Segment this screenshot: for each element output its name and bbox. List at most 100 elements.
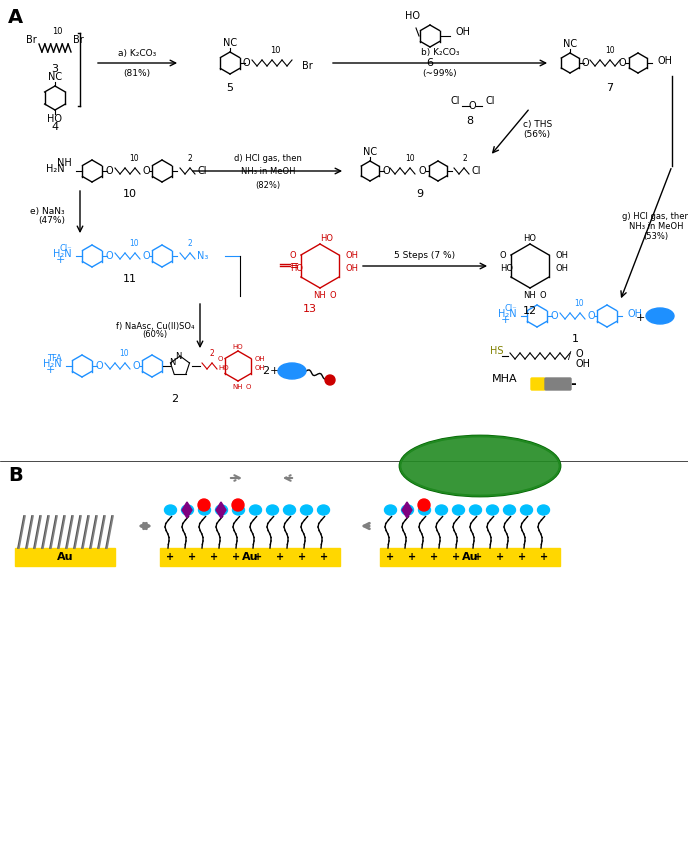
Text: Au: Au — [56, 552, 73, 562]
Text: NC: NC — [563, 39, 577, 49]
Text: H₂N: H₂N — [43, 359, 62, 369]
Text: 7: 7 — [606, 83, 614, 93]
Text: NH: NH — [233, 384, 244, 390]
Circle shape — [325, 375, 335, 385]
Text: HO: HO — [290, 264, 303, 273]
Text: O: O — [142, 166, 150, 176]
Ellipse shape — [646, 308, 674, 324]
Text: +: + — [540, 552, 548, 562]
Text: NH: NH — [314, 291, 326, 300]
Text: N: N — [175, 352, 181, 360]
Circle shape — [418, 499, 430, 511]
Text: Au: Au — [462, 552, 478, 562]
Text: O: O — [330, 291, 336, 300]
Text: O: O — [246, 384, 251, 390]
Text: 10: 10 — [52, 27, 62, 36]
Text: NC: NC — [363, 147, 377, 157]
Text: N: N — [169, 358, 175, 366]
Text: TFA: TFA — [47, 354, 62, 362]
Text: d) HCl gas, then: d) HCl gas, then — [234, 154, 302, 163]
Text: O: O — [550, 311, 558, 321]
Text: (56%): (56%) — [523, 129, 550, 139]
Text: O: O — [619, 58, 626, 68]
Text: 2: 2 — [188, 239, 193, 248]
Ellipse shape — [385, 505, 396, 515]
Polygon shape — [182, 502, 192, 518]
Text: +: + — [496, 552, 504, 562]
Text: O: O — [576, 349, 583, 359]
Ellipse shape — [453, 505, 464, 515]
Text: 11: 11 — [123, 274, 137, 284]
Text: O: O — [242, 58, 250, 68]
Text: 2: 2 — [171, 394, 179, 404]
Text: 3: 3 — [52, 64, 58, 74]
Text: HO: HO — [405, 11, 420, 21]
Text: HO: HO — [500, 264, 513, 273]
Text: 10: 10 — [405, 154, 415, 163]
Text: HO: HO — [233, 344, 244, 350]
Ellipse shape — [469, 505, 482, 515]
Text: Cl: Cl — [451, 96, 460, 106]
Ellipse shape — [400, 436, 560, 496]
Text: +: + — [518, 552, 526, 562]
Text: 10: 10 — [129, 154, 139, 163]
Text: Br: Br — [73, 35, 84, 45]
Text: Cl: Cl — [485, 96, 495, 106]
Text: g) HCl gas, then: g) HCl gas, then — [622, 211, 688, 221]
Text: +: + — [270, 366, 279, 376]
Text: 4: 4 — [52, 122, 58, 132]
Text: 2: 2 — [210, 349, 215, 358]
Text: 6: 6 — [427, 58, 433, 68]
Text: HO: HO — [218, 365, 228, 371]
Text: O: O — [500, 251, 506, 260]
Text: OH: OH — [255, 356, 266, 362]
Text: Br: Br — [26, 35, 37, 45]
Ellipse shape — [199, 505, 211, 515]
Text: 10: 10 — [270, 46, 280, 55]
Text: +: + — [45, 365, 55, 375]
Text: +: + — [254, 552, 262, 562]
Ellipse shape — [521, 505, 533, 515]
Text: 10: 10 — [119, 349, 129, 358]
Text: A: A — [8, 8, 23, 27]
Bar — [15, 548, 115, 566]
Text: c) THS: c) THS — [523, 120, 552, 128]
Text: /: / — [568, 351, 572, 361]
Text: 13: 13 — [303, 304, 317, 314]
FancyBboxPatch shape — [545, 378, 571, 390]
Text: 10: 10 — [605, 46, 615, 55]
Text: 10: 10 — [123, 189, 137, 199]
Text: O: O — [581, 58, 589, 68]
Text: NC: NC — [48, 72, 62, 82]
Ellipse shape — [537, 505, 550, 515]
Text: Cl: Cl — [197, 166, 206, 176]
Circle shape — [232, 499, 244, 511]
Text: HO: HO — [524, 234, 537, 243]
Text: NH₃ in MeOH: NH₃ in MeOH — [241, 167, 295, 175]
Text: NH: NH — [524, 291, 537, 300]
Text: OH: OH — [555, 264, 568, 273]
Text: e) NaN₃: e) NaN₃ — [30, 206, 65, 216]
Text: +: + — [386, 552, 394, 562]
Text: Cl⁻: Cl⁻ — [59, 243, 72, 253]
Text: +: + — [210, 552, 218, 562]
Ellipse shape — [266, 505, 279, 515]
Text: Au: Au — [241, 552, 258, 562]
FancyBboxPatch shape — [531, 378, 545, 390]
Text: +: + — [320, 552, 328, 562]
Text: O: O — [290, 251, 297, 260]
Text: O: O — [142, 251, 150, 261]
Text: Br: Br — [302, 61, 313, 71]
Text: OH: OH — [455, 27, 470, 37]
Text: ≡: ≡ — [290, 261, 300, 271]
Text: b) K₂CO₃: b) K₂CO₃ — [421, 48, 460, 57]
Text: N₃: N₃ — [197, 251, 208, 261]
Ellipse shape — [233, 505, 244, 515]
Text: OH: OH — [555, 251, 568, 260]
Text: OH: OH — [657, 56, 672, 66]
Text: O: O — [540, 291, 547, 300]
Text: B: B — [8, 466, 23, 485]
Text: MHA: MHA — [492, 374, 518, 384]
Text: O: O — [587, 311, 595, 321]
Ellipse shape — [486, 505, 499, 515]
